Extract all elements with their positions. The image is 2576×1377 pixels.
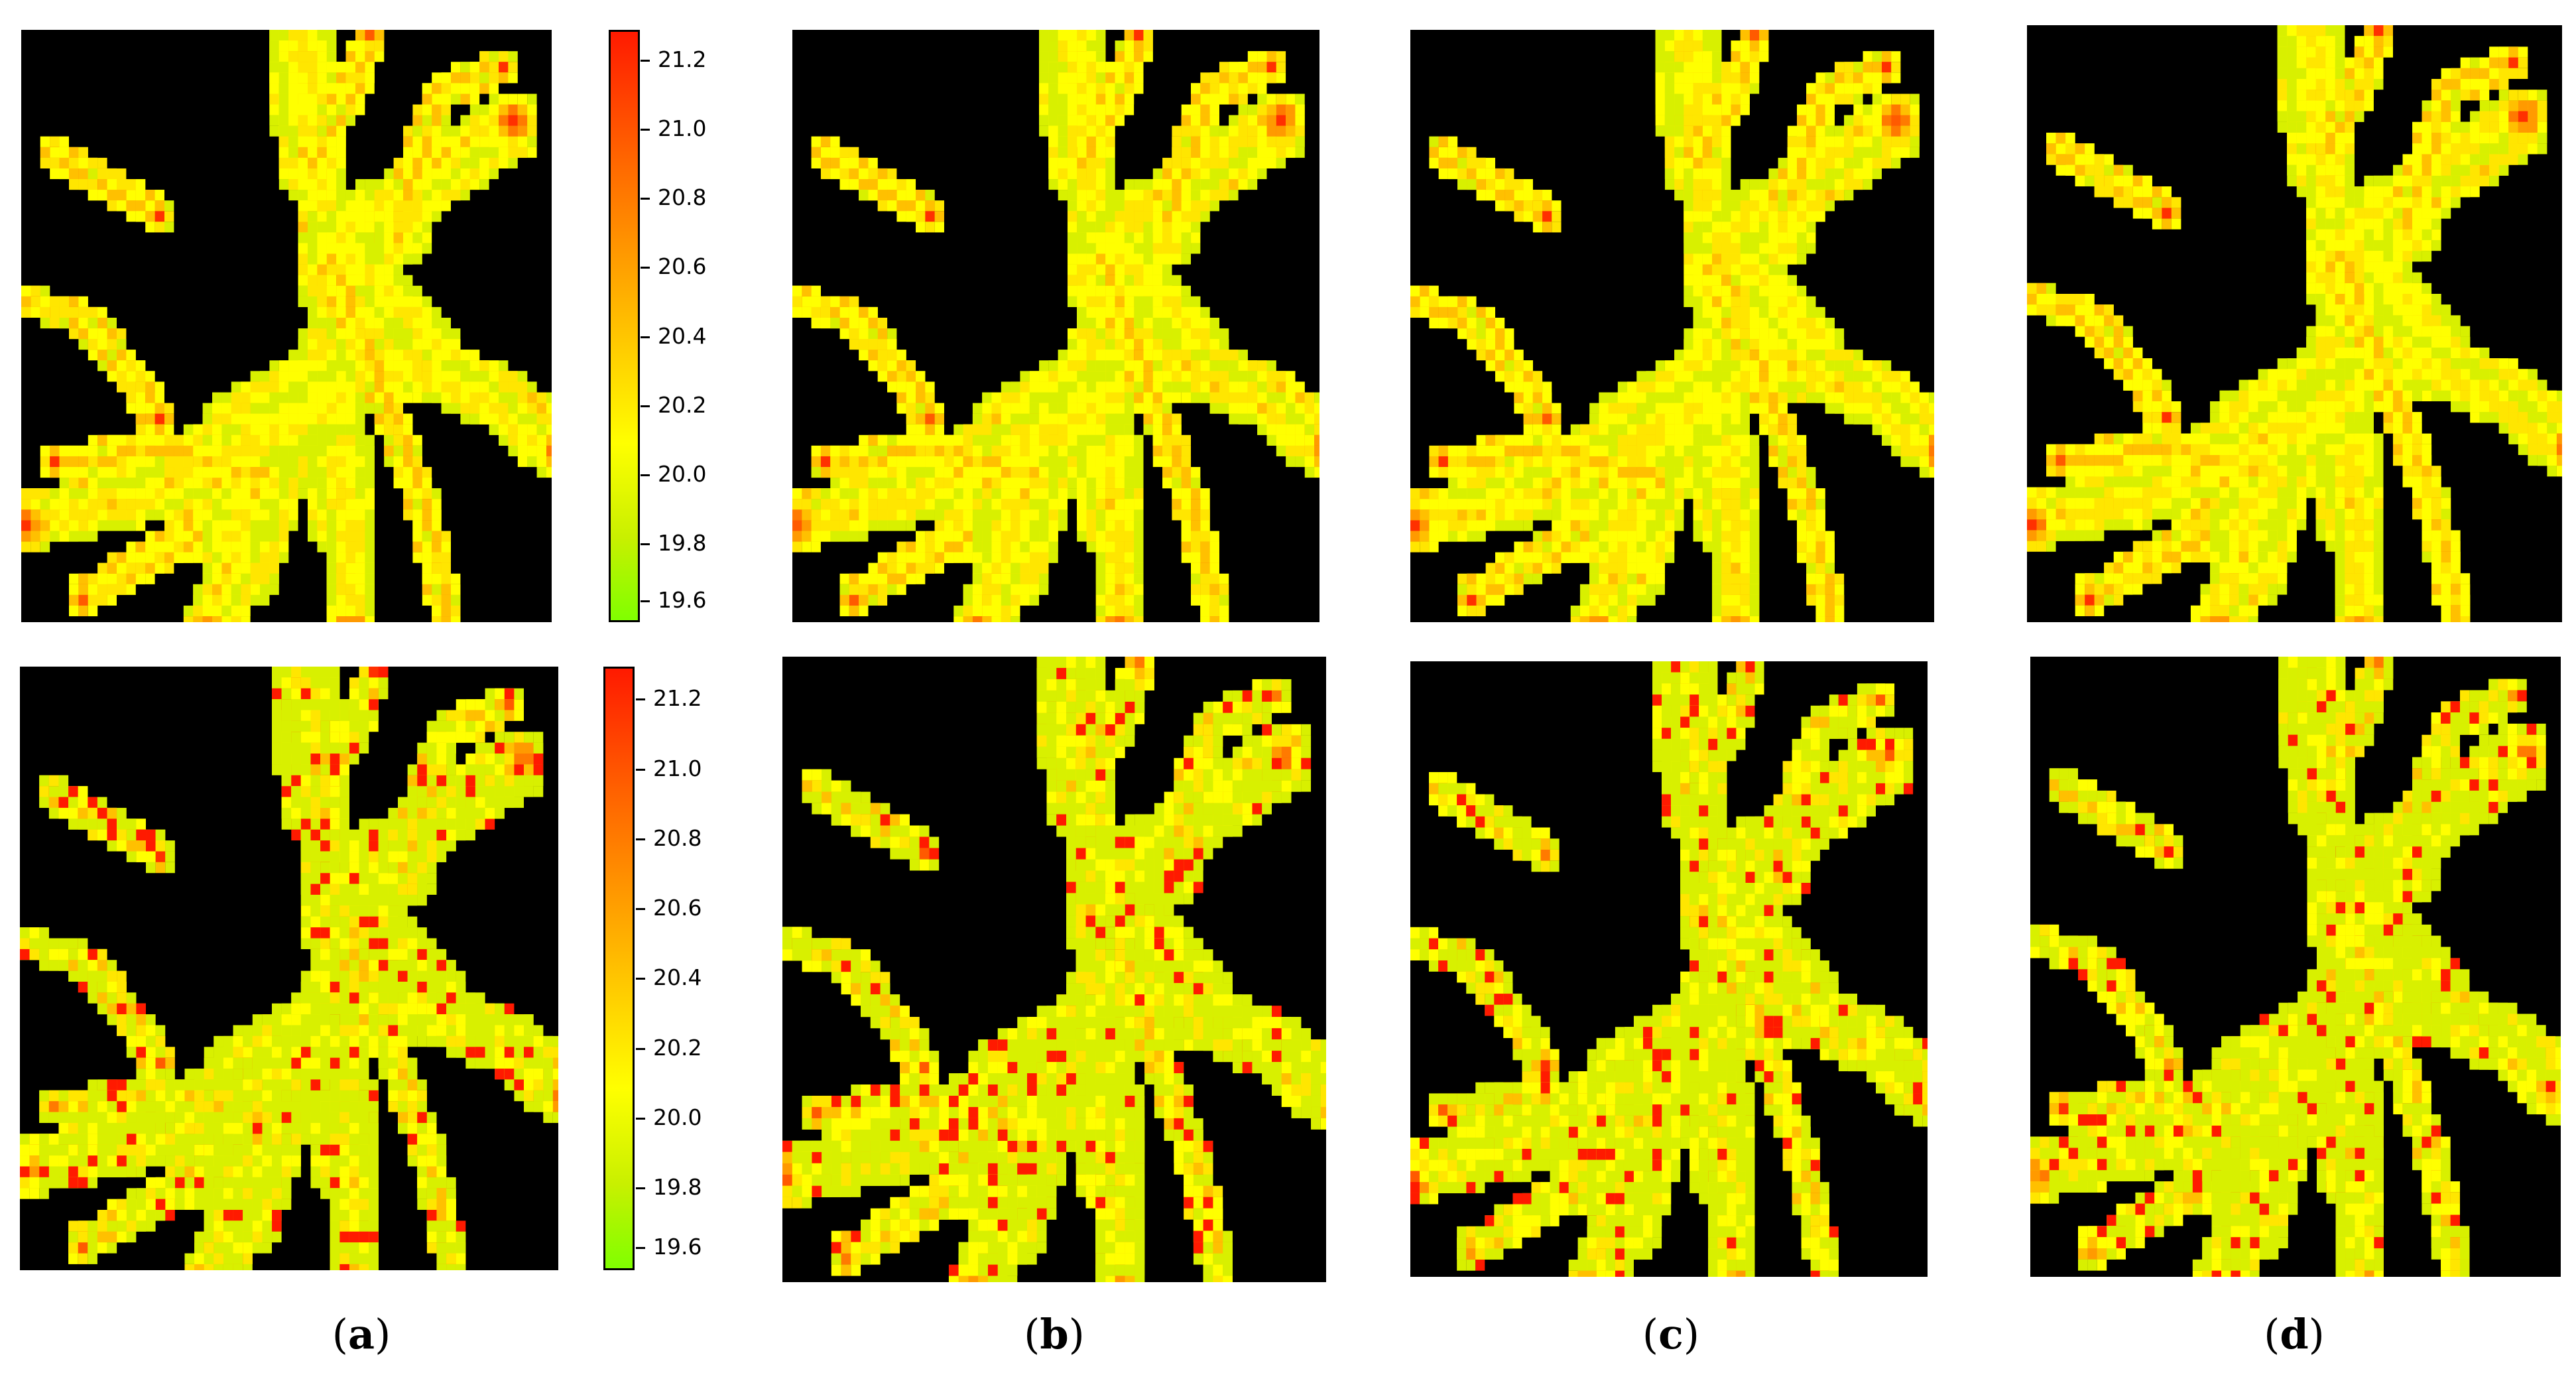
- caption-b: (b): [1024, 1310, 1085, 1358]
- image-panel-d-top: [2027, 25, 2562, 622]
- image-panel-b-top: [792, 30, 1319, 622]
- colorbar-tick: 20.4: [653, 964, 702, 990]
- colorbar-tick: 20.6: [653, 895, 702, 921]
- caption-c: (c): [1642, 1310, 1699, 1358]
- heatmap-image: [782, 657, 1326, 1282]
- colorbar-tick: 20.8: [658, 184, 706, 210]
- colorbar-tick: 19.6: [658, 587, 706, 613]
- heatmap-image: [1410, 661, 1928, 1277]
- image-panel-b-bottom: [782, 657, 1326, 1282]
- colorbar-tick: 19.6: [653, 1234, 702, 1260]
- colorbar-tick: 20.2: [653, 1035, 702, 1061]
- heatmap-image: [2027, 25, 2562, 622]
- image-panel-c-top: [1410, 30, 1934, 622]
- colorbar-bottom: [603, 667, 635, 1270]
- colorbar-tick: 21.0: [653, 755, 702, 781]
- colorbar-tick: 20.8: [653, 825, 702, 851]
- colorbar-tick: 19.8: [658, 530, 706, 556]
- heatmap-image: [21, 30, 552, 622]
- image-panel-c-bottom: [1410, 661, 1928, 1277]
- image-panel-a-bottom: [20, 667, 558, 1270]
- heatmap-image: [20, 667, 558, 1270]
- colorbar-tick: 21.0: [658, 115, 706, 141]
- colorbar-top: [609, 30, 640, 622]
- colorbar-tick: 19.8: [653, 1174, 702, 1200]
- image-panel-d-bottom: [2030, 657, 2561, 1277]
- colorbar-tick: 20.6: [658, 253, 706, 279]
- image-panel-a-top: [21, 30, 552, 622]
- colorbar-tick: 20.2: [658, 392, 706, 418]
- colorbar-tick: 20.0: [658, 461, 706, 487]
- heatmap-image: [1410, 30, 1934, 622]
- colorbar-tick: 21.2: [653, 685, 702, 711]
- colorbar-tick: 20.4: [658, 323, 706, 349]
- colorbar-tick: 20.0: [653, 1104, 702, 1130]
- heatmap-image: [792, 30, 1319, 622]
- caption-d: (d): [2264, 1310, 2325, 1358]
- colorbar-tick: 21.2: [658, 46, 706, 72]
- heatmap-image: [2030, 657, 2561, 1277]
- caption-a: (a): [332, 1310, 391, 1358]
